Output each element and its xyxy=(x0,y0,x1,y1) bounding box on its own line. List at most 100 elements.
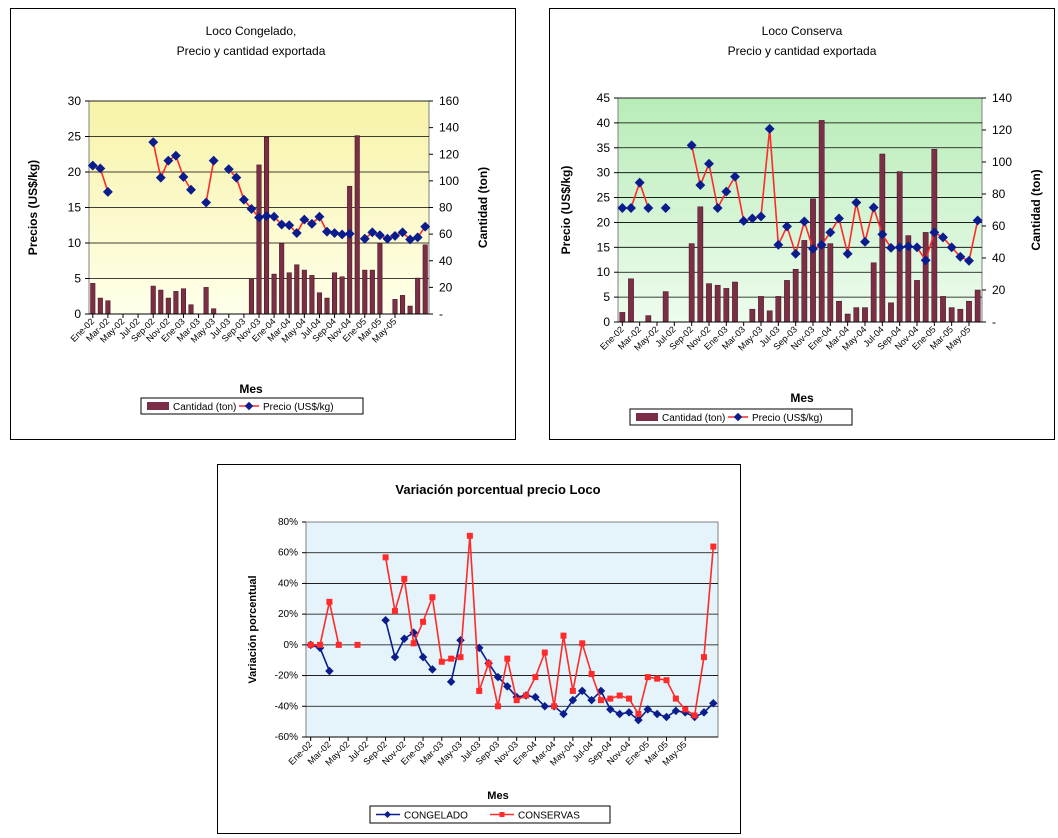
point-congelado xyxy=(643,705,653,714)
chart-title: Variación porcentual precio Loco xyxy=(395,482,600,497)
y-right-tick-label: 100 xyxy=(439,174,459,188)
point-precio xyxy=(972,215,983,226)
point-precio xyxy=(929,227,940,238)
point-precio xyxy=(834,213,844,224)
y-left-tick-label: 5 xyxy=(74,272,81,286)
chart-title: Loco Congelado, xyxy=(206,24,297,38)
point-congelado xyxy=(418,652,428,662)
point-precio xyxy=(246,203,257,214)
point-conservas xyxy=(429,594,436,601)
point-precio xyxy=(808,243,818,254)
point-conservas xyxy=(438,658,445,665)
legend-marker-congelado xyxy=(383,810,392,819)
point-conservas xyxy=(691,712,698,719)
point-precio xyxy=(201,197,212,208)
chart-panel-loco-conserva: Loco Conserva Precio y cantidad exportada… xyxy=(549,8,1055,440)
y-right-tick-label: 60 xyxy=(439,227,453,241)
point-precio xyxy=(314,211,325,222)
bar-cantidad xyxy=(818,120,825,323)
point-conservas xyxy=(635,710,642,717)
bar-cantidad xyxy=(415,277,421,315)
point-conservas xyxy=(466,532,473,539)
y-left-tick-label: 25 xyxy=(68,130,82,144)
point-conservas xyxy=(607,695,614,702)
bar-cantidad xyxy=(758,296,764,323)
point-precio xyxy=(337,229,348,240)
y-left-tick-label: 45 xyxy=(597,91,611,105)
point-congelado xyxy=(400,634,409,643)
bar-cantidad xyxy=(180,288,186,315)
point-precio xyxy=(322,226,332,237)
y-tick-label: 0% xyxy=(284,640,299,651)
legend-swatch-bar xyxy=(147,402,169,410)
point-conservas xyxy=(616,692,623,699)
point-precio xyxy=(405,234,416,245)
point-precio xyxy=(261,211,272,221)
point-precio xyxy=(344,228,355,239)
point-congelado xyxy=(503,682,512,691)
point-precio xyxy=(730,171,740,182)
point-precio xyxy=(886,242,896,253)
point-precio xyxy=(756,211,766,222)
point-congelado xyxy=(381,616,390,625)
bar-cantidad xyxy=(369,269,375,315)
y-right-tick-label: 40 xyxy=(992,251,1006,265)
point-precio xyxy=(626,203,636,213)
bar-cantidad xyxy=(827,243,834,323)
point-congelado xyxy=(587,695,596,705)
point-conservas xyxy=(710,543,717,550)
y-left-axis-label: Precios (US$/kg) xyxy=(26,160,40,255)
point-conservas xyxy=(551,703,558,710)
y-left-tick-label: 20 xyxy=(597,215,611,229)
legend-label-conservas: CONSERVAS xyxy=(518,811,580,822)
point-conservas xyxy=(335,641,342,648)
point-congelado xyxy=(577,686,587,696)
legend-label-cantidad: Cantidad (ton) xyxy=(173,402,236,413)
bar-cantidad xyxy=(150,285,156,315)
y-left-tick-label: 15 xyxy=(597,240,611,254)
bar-cantidad xyxy=(264,136,270,315)
point-precio xyxy=(306,218,317,229)
point-conservas xyxy=(485,660,492,667)
y-left-tick-label: 5 xyxy=(603,290,610,304)
bar-cantidad xyxy=(784,280,790,323)
y-right-tick-label: 100 xyxy=(992,155,1012,169)
bar-cantidad xyxy=(332,272,338,315)
bar-cantidad xyxy=(966,300,972,323)
bar-cantidad xyxy=(294,264,300,315)
point-conservas xyxy=(354,641,361,648)
bar-cantidad xyxy=(422,244,428,315)
bar-cantidad xyxy=(749,308,756,323)
point-congelado xyxy=(624,708,634,717)
bar-cantidad xyxy=(862,307,868,323)
bar-cantidad xyxy=(628,278,634,323)
point-conservas xyxy=(448,655,455,662)
legend-label-cantidad: Cantidad (ton) xyxy=(662,413,725,424)
point-precio xyxy=(860,236,870,247)
bar-cantidad xyxy=(271,273,277,315)
bar-cantidad xyxy=(90,283,96,315)
y-right-tick-label: 140 xyxy=(992,91,1012,105)
point-precio xyxy=(390,230,400,241)
bar-cantidad xyxy=(301,269,307,315)
point-congelado xyxy=(671,706,681,716)
y-left-axis-label: Precio (US$/kg) xyxy=(559,166,573,255)
line-congelado xyxy=(450,640,462,682)
bar-cantidad xyxy=(377,243,383,315)
bar-cantidad xyxy=(732,281,738,323)
bar-cantidad xyxy=(801,240,808,323)
point-conservas xyxy=(494,703,501,710)
bar-cantidad xyxy=(173,291,179,315)
point-precio xyxy=(87,160,98,171)
point-precio xyxy=(816,239,827,250)
point-conservas xyxy=(382,554,389,561)
point-precio xyxy=(299,214,310,225)
bar-cantidad xyxy=(688,243,695,323)
point-conservas xyxy=(588,671,595,678)
y-axis-label: Variación porcentual xyxy=(247,575,259,683)
bar-cantidad xyxy=(158,289,164,315)
legend-label-congelado: CONGELADO xyxy=(404,811,468,822)
bar-cantidad xyxy=(853,307,860,323)
bar-cantidad xyxy=(339,276,345,315)
bar-cantidad xyxy=(888,302,894,323)
